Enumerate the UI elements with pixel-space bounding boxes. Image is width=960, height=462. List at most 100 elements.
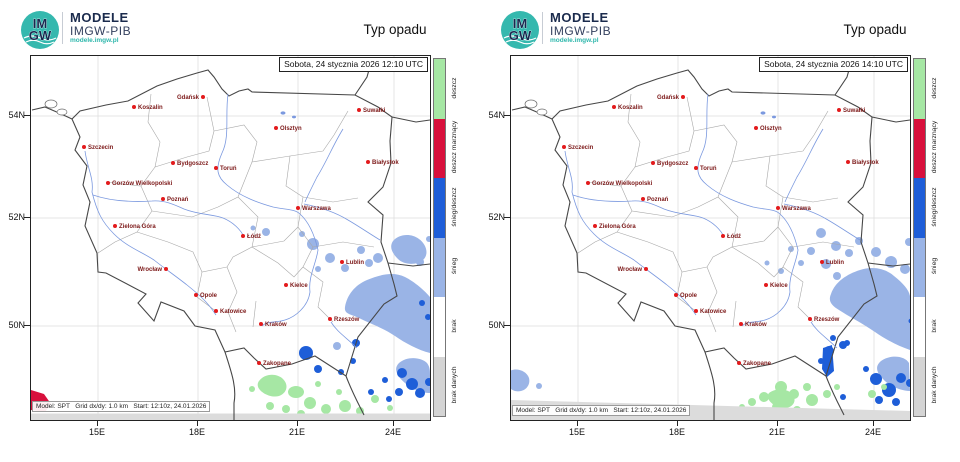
y-axis-tick	[504, 115, 510, 116]
model-info-box: Model: SPT Grid dx/dy: 1.0 km Start: 12:…	[512, 405, 691, 416]
city-marker	[132, 105, 136, 109]
imgw-logo: IM GW	[501, 11, 539, 49]
grid-lines	[511, 56, 910, 420]
city-marker	[214, 166, 218, 170]
logo-wave-icon	[25, 39, 55, 45]
imgw-logo: IM GW	[21, 11, 59, 49]
x-axis-label: 15E	[568, 427, 585, 437]
city-marker	[846, 160, 850, 164]
city-marker	[644, 267, 648, 271]
city-marker	[214, 309, 218, 313]
city-label: Koszalin	[138, 105, 163, 111]
x-axis-label: 18E	[668, 427, 685, 437]
y-axis-tick	[24, 115, 30, 116]
city-marker	[739, 322, 743, 326]
weather-map: Koszalin Gdańsk Suwałki Olsztyn Szczecin Bydg…	[510, 55, 911, 421]
city-marker	[651, 161, 655, 165]
y-axis-label: 54N	[8, 109, 25, 120]
city-marker	[754, 126, 758, 130]
map-background	[511, 56, 910, 420]
city-label: Toruń	[700, 166, 717, 172]
brand-url-link[interactable]: modele.imgw.pl	[70, 37, 119, 44]
city-marker	[357, 108, 361, 112]
legend-segment-3	[434, 178, 445, 238]
city-marker	[201, 95, 205, 99]
city-label: Bydgoszcz	[657, 161, 688, 167]
poland-outline	[551, 69, 878, 377]
city-label: Lublin	[826, 260, 844, 266]
city-label: Wrocław	[617, 267, 642, 273]
brand-institute: IMGW-PIB	[550, 24, 612, 38]
x-axis-label: 21E	[288, 427, 305, 437]
y-axis-label: 50N	[488, 319, 505, 330]
y-axis-tick	[24, 325, 30, 326]
legend-label: brak danych	[451, 366, 458, 404]
city-marker	[82, 145, 86, 149]
cities: Koszalin Gdańsk Suwałki Olsztyn Szczecin Bydg…	[562, 95, 879, 367]
forecast-panel-left: IM GW MODELE IMGW-PIB modele.imgw.pl Typ…	[8, 10, 458, 437]
legend-label: śnieg/deszcz	[451, 187, 458, 227]
city-label: Zielona Góra	[599, 224, 636, 230]
city-label: Gorzów Wielkopolski	[592, 181, 653, 187]
city-marker	[694, 166, 698, 170]
no-data-band	[31, 413, 430, 420]
legend-label: śnieg/deszcz	[931, 187, 938, 227]
city-label: Zakopane	[743, 361, 772, 367]
city-marker	[837, 108, 841, 112]
city-label: Kielce	[770, 283, 788, 289]
city-label: Rzeszów	[334, 317, 360, 323]
city-label: Opole	[680, 293, 698, 299]
legend-segment-2	[914, 118, 925, 178]
city-marker	[562, 145, 566, 149]
legend-segment-4	[434, 237, 445, 297]
legend-segment-1	[434, 59, 445, 119]
city-marker	[612, 105, 616, 109]
precip-deszcz	[249, 374, 393, 418]
city-label: Łódź	[247, 234, 261, 240]
voivodeship-borders	[97, 93, 375, 333]
city-label: Kielce	[290, 283, 308, 289]
coastal-islands	[524, 99, 548, 116]
city-label: Warszawa	[782, 206, 811, 212]
brand-name: MODELE	[70, 10, 129, 25]
legend-label: deszcz	[451, 77, 458, 99]
city-label: Olsztyn	[760, 126, 782, 132]
city-label: Katowice	[700, 309, 727, 315]
legend-segment-1	[914, 59, 925, 119]
precip-snieg	[511, 228, 910, 392]
legend-segment-2	[434, 118, 445, 178]
city-marker	[164, 267, 168, 271]
city-label: Kraków	[265, 322, 287, 328]
logo-wave-icon	[503, 35, 537, 41]
precipitation-legend	[433, 58, 446, 417]
logo-wave-icon	[505, 39, 535, 45]
lakes	[760, 111, 776, 119]
city-marker	[737, 361, 741, 365]
city-marker	[674, 293, 678, 297]
city-marker	[366, 160, 370, 164]
city-marker	[241, 234, 245, 238]
city-marker	[328, 317, 332, 321]
x-axis-tick	[97, 421, 98, 426]
map-background	[31, 56, 430, 420]
city-marker	[764, 283, 768, 287]
legend-segment-3	[914, 178, 925, 238]
y-axis-label: 50N	[8, 319, 25, 330]
city-marker	[259, 322, 263, 326]
brand-url-link[interactable]: modele.imgw.pl	[550, 37, 599, 44]
city-label: Białystok	[852, 160, 879, 166]
y-axis-label: 54N	[488, 109, 505, 120]
legend-label: deszcz	[931, 77, 938, 99]
city-marker	[284, 283, 288, 287]
city-marker	[586, 181, 590, 185]
coastal-islands	[44, 99, 68, 116]
poland-outline	[71, 69, 398, 377]
x-axis-label: 24E	[384, 427, 401, 437]
logo-text-bottom: GW	[29, 28, 52, 43]
city-label: Zakopane	[263, 361, 292, 367]
city-marker	[161, 197, 165, 201]
city-label: Olsztyn	[280, 126, 302, 132]
legend-segment-5	[914, 297, 925, 357]
country-borders	[31, 58, 430, 420]
city-marker	[106, 181, 110, 185]
